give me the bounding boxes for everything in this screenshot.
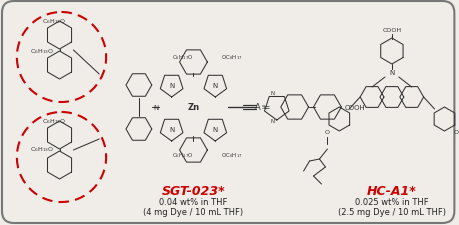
Text: O: O <box>453 130 458 135</box>
Text: N: N <box>270 119 274 124</box>
Text: N: N <box>212 83 218 89</box>
Text: $\mathregular{OC_6H_{17}}$: $\mathregular{OC_6H_{17}}$ <box>221 53 242 62</box>
Text: N: N <box>168 126 174 132</box>
Text: SGT-023*: SGT-023* <box>161 185 225 198</box>
Text: N: N <box>153 105 158 110</box>
Text: $\mathregular{C_6H_{17}O}$: $\mathregular{C_6H_{17}O}$ <box>172 151 193 160</box>
Text: N: N <box>212 126 218 132</box>
Text: COOH: COOH <box>343 105 364 110</box>
Text: O: O <box>324 130 329 135</box>
Text: S: S <box>261 105 264 110</box>
Text: N: N <box>168 83 174 89</box>
Text: $\mathregular{C_6H_{13}O}$: $\mathregular{C_6H_{13}O}$ <box>30 145 54 154</box>
Text: N: N <box>270 91 274 96</box>
Text: $\mathregular{OC_6H_{17}}$: $\mathregular{OC_6H_{17}}$ <box>221 151 242 160</box>
Text: $\mathregular{C_6H_{17}O}$: $\mathregular{C_6H_{17}O}$ <box>172 53 193 62</box>
Text: $\mathregular{C_6H_{13}O}$: $\mathregular{C_6H_{13}O}$ <box>30 47 54 56</box>
Text: Zn: Zn <box>187 103 199 112</box>
Text: COOH: COOH <box>381 27 401 32</box>
Text: 0.025 wt% in THF: 0.025 wt% in THF <box>354 198 428 207</box>
Text: $\mathregular{C_6H_{13}O}$: $\mathregular{C_6H_{13}O}$ <box>42 18 66 26</box>
Text: A =: A = <box>255 103 270 112</box>
Text: (4 mg Dye / 10 mL THF): (4 mg Dye / 10 mL THF) <box>143 208 243 216</box>
Text: 0.04 wt% in THF: 0.04 wt% in THF <box>159 198 227 207</box>
Text: N: N <box>388 70 394 76</box>
Text: $\mathregular{C_6H_{13}O}$: $\mathregular{C_6H_{13}O}$ <box>42 117 66 126</box>
Text: HC-A1*: HC-A1* <box>366 185 416 198</box>
FancyBboxPatch shape <box>2 2 453 223</box>
Text: (2.5 mg Dye / 10 mL THF): (2.5 mg Dye / 10 mL THF) <box>337 208 445 216</box>
